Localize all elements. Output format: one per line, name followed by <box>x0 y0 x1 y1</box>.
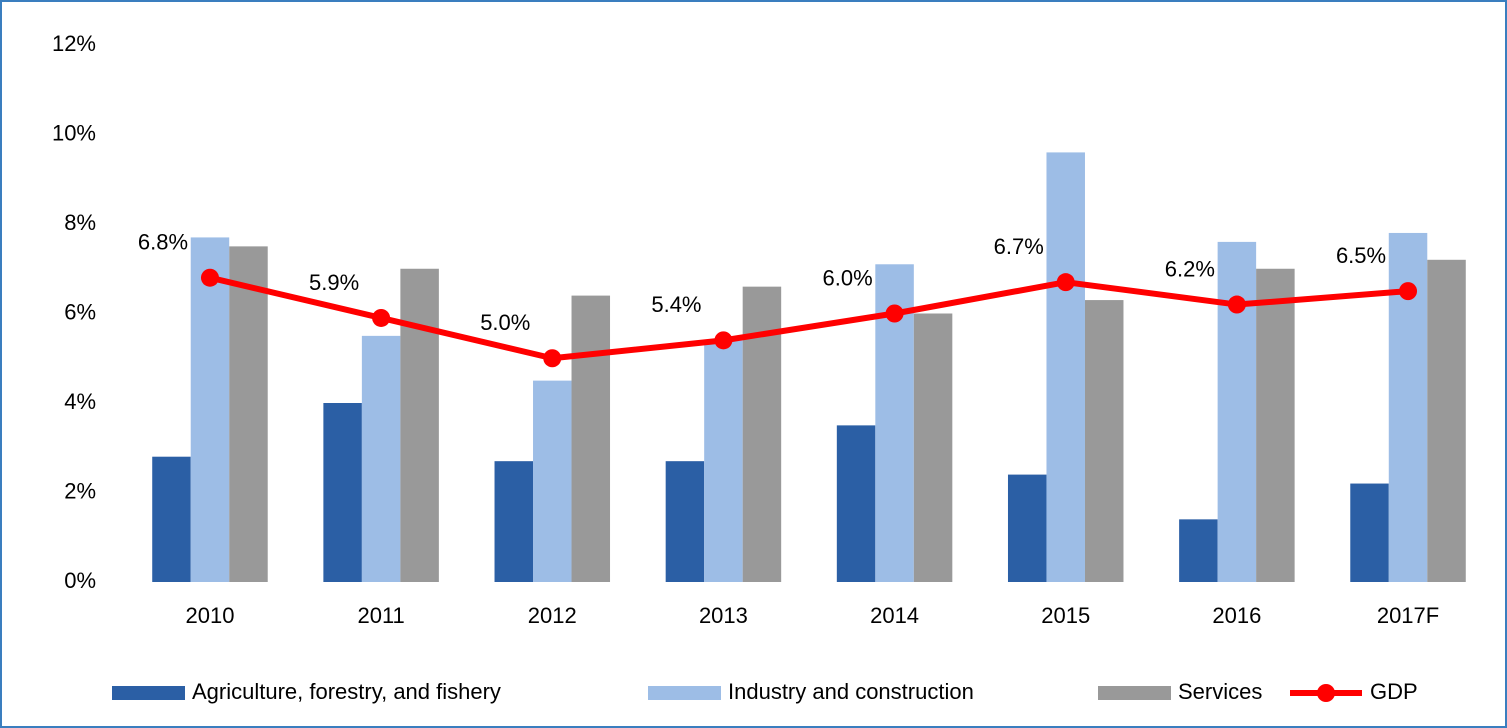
bar <box>152 456 191 582</box>
y-tick-label: 4% <box>64 389 96 414</box>
legend-label: Services <box>1178 679 1262 704</box>
data-label: 6.0% <box>822 265 872 290</box>
legend-label: GDP <box>1370 679 1418 704</box>
bar <box>1179 519 1218 582</box>
y-tick-label: 12% <box>52 31 96 56</box>
x-tick-label: 2016 <box>1212 603 1261 628</box>
legend-label: Agriculture, forestry, and fishery <box>192 679 501 704</box>
legend-marker <box>1317 684 1335 702</box>
line <box>209 274 1409 362</box>
bar <box>400 268 439 582</box>
bar <box>665 461 705 582</box>
x-tick-label: 2017F <box>1377 603 1439 628</box>
bar <box>1217 241 1257 582</box>
y-tick-label: 8% <box>64 210 96 235</box>
data-label: 5.0% <box>480 310 530 335</box>
line-marker <box>200 268 219 287</box>
line-marker <box>1399 282 1418 301</box>
bar <box>361 335 401 582</box>
line-marker <box>714 331 733 350</box>
bar <box>1084 300 1124 582</box>
y-tick-label: 6% <box>64 299 96 324</box>
data-label: 5.9% <box>309 270 359 295</box>
x-tick-label: 2011 <box>357 603 404 628</box>
y-tick-label: 0% <box>64 568 96 593</box>
bar <box>229 246 268 582</box>
x-tick-label: 2013 <box>699 603 748 628</box>
bar <box>1256 268 1295 582</box>
x-tick-label: 2015 <box>1041 603 1090 628</box>
bar <box>323 403 362 582</box>
bar <box>1427 259 1466 582</box>
bar <box>571 295 611 582</box>
line-marker <box>1056 273 1075 292</box>
legend-swatch <box>112 686 185 700</box>
legend-swatch <box>648 686 721 700</box>
bar <box>533 380 572 582</box>
data-label: 6.7% <box>994 234 1044 259</box>
y-tick-label: 2% <box>64 478 96 503</box>
bar <box>1046 152 1085 582</box>
bar <box>836 425 876 582</box>
bar <box>1007 474 1047 582</box>
bar <box>494 461 534 582</box>
data-label: 6.2% <box>1165 256 1215 281</box>
line-marker <box>543 349 562 368</box>
line-marker <box>1227 295 1246 314</box>
bar <box>190 237 230 583</box>
data-label: 5.4% <box>651 292 701 317</box>
y-tick-label: 10% <box>52 120 96 145</box>
line-marker <box>372 308 391 327</box>
legend-label: Industry and construction <box>728 679 974 704</box>
legend-swatch <box>1098 686 1171 700</box>
bar <box>704 340 743 582</box>
data-label: 6.5% <box>1336 243 1386 268</box>
line-marker <box>885 304 904 323</box>
x-tick-label: 2012 <box>528 603 577 628</box>
x-tick-label: 2010 <box>185 603 234 628</box>
bar <box>1350 483 1389 582</box>
bar <box>913 313 953 582</box>
data-label: 6.8% <box>138 230 188 255</box>
x-tick-label: 2014 <box>870 603 919 628</box>
